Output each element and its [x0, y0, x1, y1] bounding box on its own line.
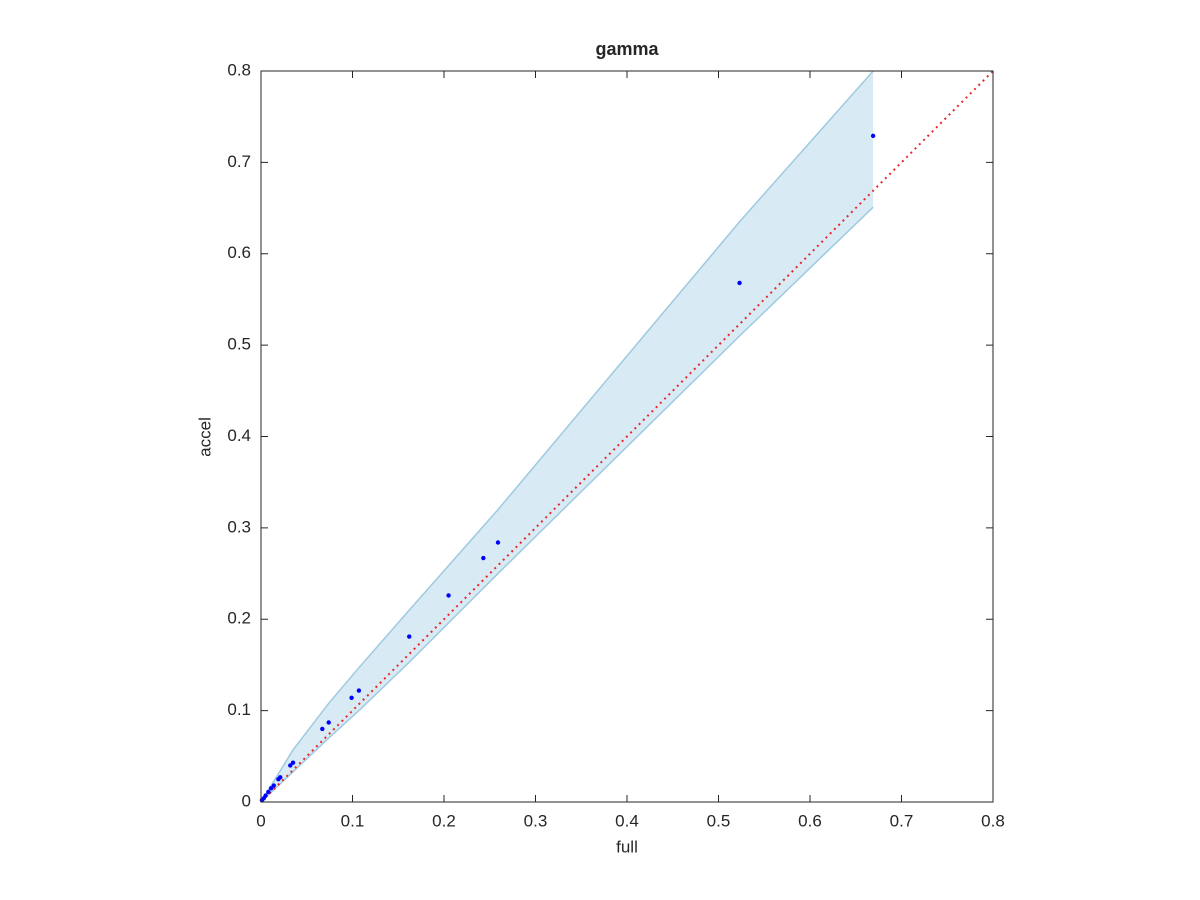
- x-tick-label: 0: [256, 811, 265, 830]
- x-tick-label: 0.1: [341, 811, 365, 830]
- data-point: [446, 593, 451, 598]
- y-tick-label: 0.2: [227, 609, 251, 628]
- x-tick-label: 0.3: [524, 811, 548, 830]
- x-axis-label: full: [616, 837, 638, 856]
- data-point: [320, 726, 325, 732]
- x-tick-label: 0.7: [890, 811, 914, 830]
- x-tick-label: 0.8: [981, 811, 1005, 830]
- data-point: [266, 789, 271, 795]
- data-point: [407, 634, 412, 639]
- data-point: [288, 763, 293, 768]
- reference-line: [260, 70, 994, 803]
- confidence-band: [261, 71, 874, 802]
- y-tick-label: 0.1: [227, 700, 251, 719]
- data-point: [268, 786, 274, 791]
- x-tick-label: 0.6: [798, 811, 822, 830]
- y-axis-label: accel: [195, 417, 214, 457]
- y-tick-label: 0.7: [227, 152, 251, 171]
- x-tick-label: 0.5: [707, 811, 731, 830]
- band-lower-edge: [260, 206, 874, 803]
- y-tick-label: 0.8: [227, 60, 251, 79]
- data-point: [349, 695, 354, 701]
- data-point: [737, 280, 742, 286]
- y-tick-label: 0.3: [227, 517, 251, 536]
- y-tick-label: 0.5: [227, 335, 251, 354]
- data-point: [495, 540, 501, 545]
- data-point: [870, 133, 876, 139]
- data-point: [481, 555, 486, 561]
- data-point: [290, 760, 296, 765]
- x-tick-label: 0.4: [615, 811, 639, 830]
- data-point: [271, 783, 277, 788]
- y-tick-label: 0: [242, 791, 251, 810]
- band-upper-edge: [260, 70, 874, 803]
- chart-title: gamma: [595, 39, 659, 59]
- y-tick-label: 0.6: [227, 243, 251, 262]
- data-point: [276, 776, 281, 782]
- data-point: [326, 720, 331, 725]
- y-tick-label: 0.4: [227, 426, 251, 445]
- x-tick-label: 0.2: [432, 811, 456, 830]
- data-point: [356, 688, 362, 693]
